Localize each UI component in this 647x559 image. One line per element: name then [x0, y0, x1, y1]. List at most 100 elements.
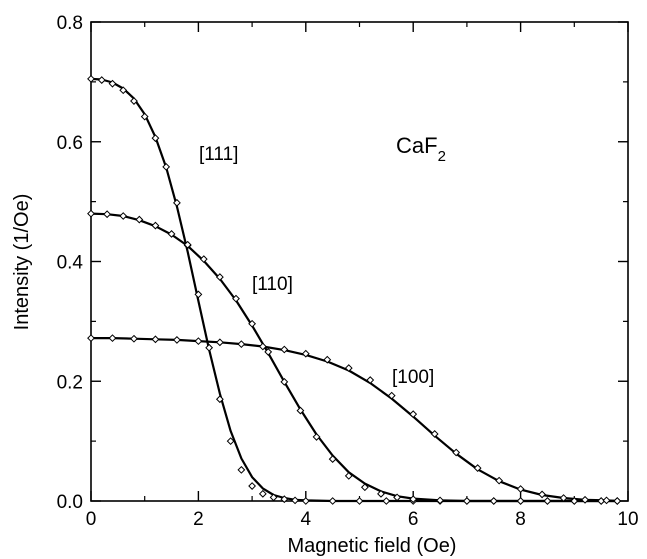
data-point-series-2: [130, 334, 138, 343]
data-point-series-2: [430, 430, 439, 438]
data-point-series-1: [167, 230, 176, 238]
data-point-series-1: [436, 496, 444, 505]
data-point-series-1: [199, 255, 208, 264]
data-point-series-0: [355, 497, 364, 505]
data-point-series-2: [409, 410, 418, 419]
data-point-series-2: [473, 464, 482, 472]
data-point-series-2: [237, 340, 246, 349]
data-point-series-0: [173, 198, 181, 207]
series-label-111: [111]: [199, 144, 238, 165]
data-point-series-1: [232, 294, 240, 303]
data-point-series-0: [269, 493, 278, 502]
data-point-series-0: [328, 497, 337, 505]
data-point-series-1: [409, 495, 418, 504]
data-point-series-0: [301, 497, 310, 505]
data-point-series-2: [151, 335, 160, 344]
axes: 0 2 4 6 8 10 0.0 0.2 0.4 0.6 0.8: [57, 13, 639, 530]
sample-label-text: CaF: [396, 133, 438, 158]
data-point-series-2: [613, 497, 622, 505]
x-tick-label: 2: [193, 509, 204, 530]
data-point-series-1: [543, 497, 552, 505]
data-point-series-2: [258, 342, 267, 351]
data-point-series-1: [360, 483, 369, 492]
data-point-series-1: [296, 406, 305, 415]
data-point-series-2: [173, 336, 181, 344]
data-point-series-1: [264, 348, 273, 356]
data-point-series-1: [328, 455, 337, 463]
data-point-series-0: [194, 290, 203, 299]
data-point-series-1: [135, 215, 144, 224]
sample-label: CaF2: [396, 133, 446, 165]
data-point-series-1: [183, 240, 192, 249]
data-point-series-1: [377, 489, 385, 498]
data-point-series-0: [162, 162, 171, 171]
data-point-series-2: [538, 490, 546, 499]
series-label-110: [110]: [252, 274, 293, 295]
data-point-series-0: [119, 86, 128, 95]
x-tick-label: 10: [617, 509, 638, 530]
data-point-series-0: [237, 465, 246, 474]
fit-curves: [90, 77, 618, 503]
data-point-series-2: [280, 345, 289, 354]
plot-frame: [90, 21, 629, 502]
data-point-series-0: [205, 343, 214, 352]
y-axis-title: Intensity (1/Oe): [11, 194, 33, 331]
series-label-100: [100]: [392, 367, 434, 388]
data-point-series-0: [226, 437, 235, 446]
x-tick-label: 4: [301, 509, 312, 530]
data-point-series-2: [452, 448, 461, 457]
data-point-series-0: [97, 76, 106, 84]
data-point-series-1: [489, 497, 498, 505]
data-point-series-1: [119, 212, 128, 220]
x-axis-title: Magnetic field (Oe): [288, 535, 457, 557]
data-point-series-1: [516, 497, 525, 505]
data-point-series-2: [366, 376, 375, 384]
data-point-series-1: [570, 497, 579, 505]
data-point-series-0: [382, 497, 391, 505]
data-point-series-0: [130, 97, 138, 105]
data-point-series-0: [215, 395, 224, 404]
data-point-series-2: [602, 496, 611, 505]
data-point-series-1: [87, 209, 95, 218]
data-point-series-2: [108, 334, 117, 343]
x-tick-label: 6: [408, 509, 419, 530]
data-point-series-2: [516, 485, 525, 493]
y-tick-label: 0.4: [57, 253, 84, 274]
data-point-series-2: [495, 476, 504, 485]
data-point-series-2: [215, 338, 224, 347]
data-point-series-0: [87, 74, 95, 83]
data-point-series-2: [194, 337, 203, 346]
data-point-series-1: [280, 377, 289, 386]
data-point-series-2: [344, 364, 353, 372]
data-point-series-0: [280, 495, 289, 504]
data-point-series-1: [103, 210, 112, 219]
data-point-series-1: [393, 493, 401, 502]
y-tick-label: 0.2: [57, 372, 83, 393]
x-tick-label: 8: [515, 509, 526, 530]
data-markers: [87, 74, 622, 505]
data-point-series-0: [151, 134, 160, 143]
y-tick-label: 0.0: [57, 492, 83, 513]
data-point-series-1: [151, 221, 160, 230]
data-point-series-0: [248, 482, 257, 490]
x-tick-label: 0: [86, 509, 97, 530]
data-point-series-2: [581, 495, 589, 504]
y-tick-label: 0.8: [57, 13, 83, 34]
fit-curve-1: [90, 212, 618, 503]
data-point-series-0: [258, 489, 267, 498]
data-point-series-2: [323, 355, 332, 364]
data-point-series-1: [462, 497, 471, 505]
fit-curve-0: [90, 77, 618, 503]
y-tick-label: 0.6: [57, 133, 83, 154]
data-point-series-1: [248, 319, 257, 328]
data-point-series-1: [312, 433, 321, 441]
data-point-series-2: [559, 494, 568, 502]
data-point-series-1: [215, 273, 224, 281]
sample-label-subscript: 2: [438, 148, 446, 165]
data-point-series-2: [87, 334, 95, 343]
data-point-series-0: [108, 79, 117, 88]
data-point-series-0: [140, 112, 149, 121]
data-point-series-2: [387, 391, 396, 400]
data-point-series-0: [291, 496, 299, 505]
